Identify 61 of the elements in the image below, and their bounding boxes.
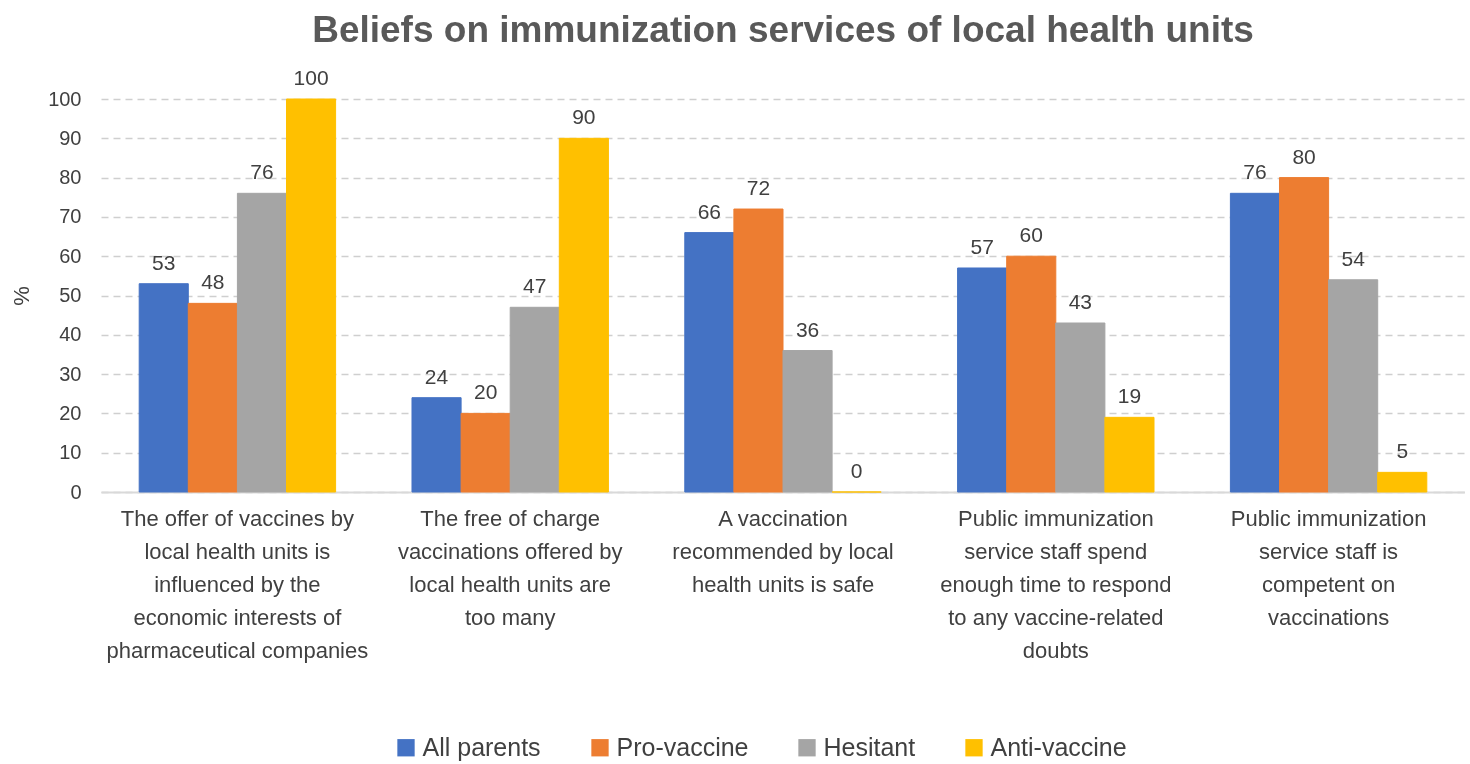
data-label: 53 (152, 250, 176, 274)
bar (684, 232, 735, 493)
y-tick-label: 50 (59, 284, 82, 306)
data-label: 47 (523, 274, 547, 298)
data-label: 48 (201, 270, 225, 294)
bar (957, 267, 1008, 493)
data-label: 90 (572, 105, 596, 129)
legend-label: Hesitant (823, 732, 916, 761)
bar (460, 412, 511, 493)
bar (509, 306, 560, 493)
x-tick-label: Public immunization service staff is competent on vaccinations (1230, 505, 1427, 630)
bar (1377, 471, 1428, 493)
bar (236, 192, 287, 493)
y-tick-label: 0 (70, 480, 82, 503)
x-tick-label: The offer of vaccines by local health units is influenced by the economic interests of pharmaceutical companies (106, 505, 369, 663)
legend-label: All parents (422, 732, 541, 761)
bar (138, 283, 189, 493)
bar (1229, 192, 1280, 493)
y-axis-title: % (9, 286, 35, 306)
data-label: 0 (850, 459, 863, 482)
data-label: 76 (250, 160, 274, 184)
bar (1055, 322, 1106, 493)
bar (286, 98, 337, 493)
data-label: 24 (424, 364, 449, 388)
data-label: 72 (746, 176, 771, 200)
data-label: 36 (795, 317, 820, 341)
y-tick-label: 30 (59, 362, 82, 385)
bar (1006, 255, 1057, 493)
y-tick-label: 90 (59, 126, 82, 149)
y-tick-label: 40 (59, 323, 82, 346)
x-tick-label: Public immunization service staff spend enough time to respond to any vaccine-related doubts (940, 505, 1172, 663)
y-tick-label: 70 (59, 205, 82, 228)
data-label: 5 (1396, 439, 1409, 463)
y-tick-label: 20 (59, 401, 82, 424)
data-label: 19 (1117, 384, 1142, 408)
bar (1328, 279, 1379, 493)
bar (558, 137, 609, 493)
bar (1279, 177, 1330, 493)
bar (782, 350, 833, 493)
data-label: 57 (970, 234, 994, 258)
bar (187, 302, 238, 493)
y-tick-label: 100 (48, 87, 82, 110)
legend-label: Anti-vaccine (990, 732, 1127, 761)
y-tick-label: 10 (59, 441, 82, 464)
data-label: 100 (293, 66, 329, 89)
data-label: 76 (1243, 160, 1267, 184)
chart-title: Beliefs on immunization services of local health units (312, 9, 1254, 50)
y-tick-label: 60 (59, 244, 82, 267)
data-label: 80 (1292, 144, 1316, 168)
bar (733, 208, 784, 493)
x-tick-label: A vaccination recommended by local health units is safe (672, 505, 894, 597)
data-label: 60 (1019, 223, 1043, 247)
data-label: 54 (1341, 246, 1366, 270)
bar (1104, 416, 1155, 493)
bar (411, 397, 462, 493)
data-label: 66 (697, 199, 722, 223)
legend-label: Pro-vaccine (616, 732, 749, 761)
x-tick-label: The free of charge vaccinations offered by local health units are too many (397, 505, 623, 630)
y-tick-label: 80 (59, 166, 82, 189)
data-label: 43 (1068, 290, 1093, 314)
data-label: 20 (473, 380, 498, 404)
